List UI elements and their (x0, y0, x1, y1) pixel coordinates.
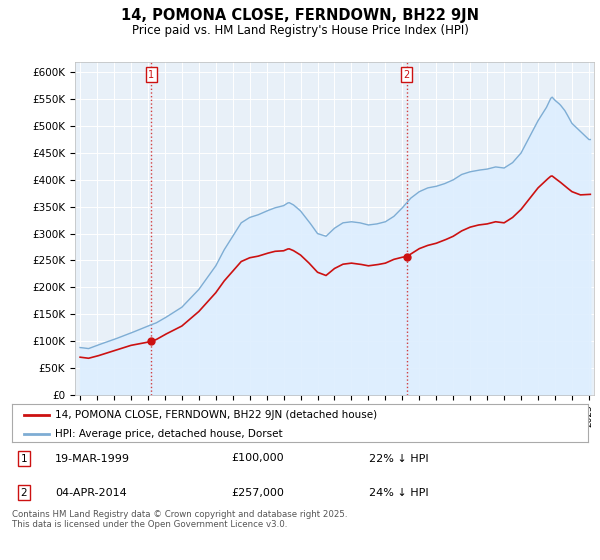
Text: 1: 1 (20, 454, 27, 464)
Text: 24% ↓ HPI: 24% ↓ HPI (369, 488, 429, 498)
Text: 19-MAR-1999: 19-MAR-1999 (55, 454, 130, 464)
Text: 2: 2 (403, 70, 410, 80)
Text: 1: 1 (148, 70, 155, 80)
Text: £257,000: £257,000 (231, 488, 284, 498)
Text: HPI: Average price, detached house, Dorset: HPI: Average price, detached house, Dors… (55, 429, 283, 439)
Text: 2: 2 (20, 488, 27, 498)
Text: Price paid vs. HM Land Registry's House Price Index (HPI): Price paid vs. HM Land Registry's House … (131, 24, 469, 37)
Text: £100,000: £100,000 (231, 454, 284, 464)
Text: 04-APR-2014: 04-APR-2014 (55, 488, 127, 498)
Text: Contains HM Land Registry data © Crown copyright and database right 2025.
This d: Contains HM Land Registry data © Crown c… (12, 510, 347, 529)
Text: 14, POMONA CLOSE, FERNDOWN, BH22 9JN (detached house): 14, POMONA CLOSE, FERNDOWN, BH22 9JN (de… (55, 410, 377, 420)
Text: 22% ↓ HPI: 22% ↓ HPI (369, 454, 429, 464)
Text: 14, POMONA CLOSE, FERNDOWN, BH22 9JN: 14, POMONA CLOSE, FERNDOWN, BH22 9JN (121, 8, 479, 24)
